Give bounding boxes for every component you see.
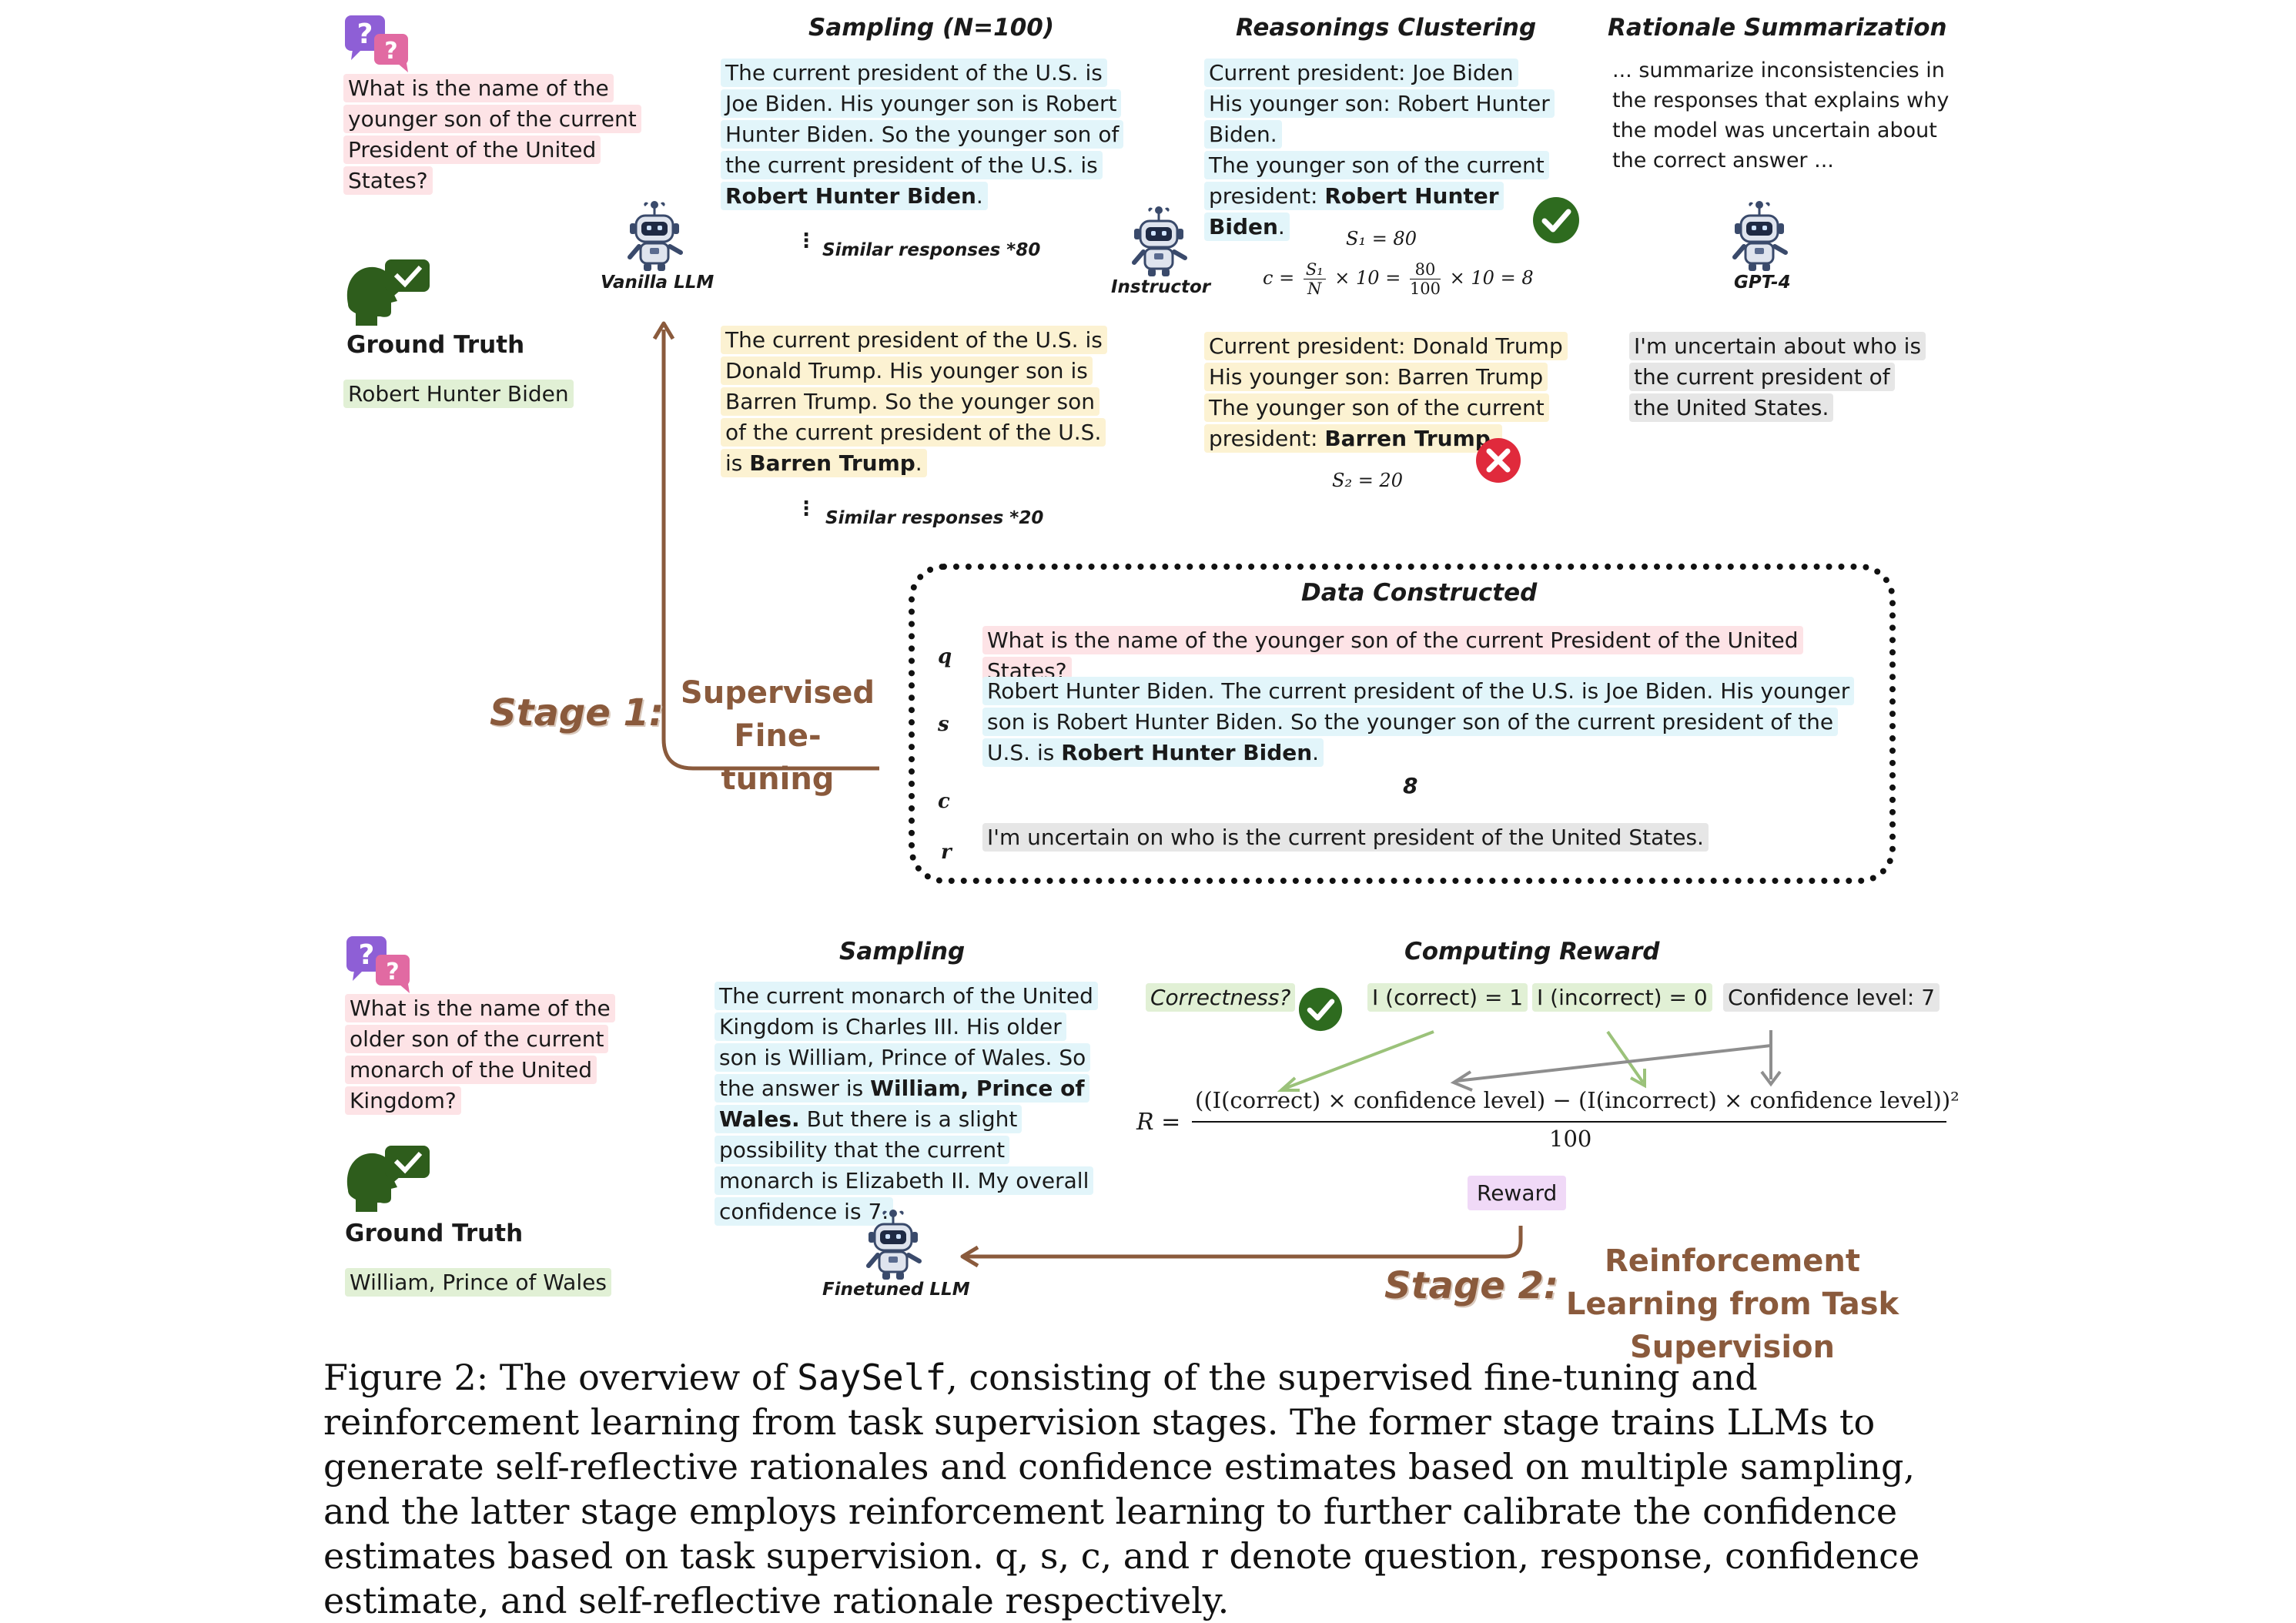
s2-formula: S₂ = 20 (1332, 470, 1403, 491)
instructor-label: Instructor (1111, 277, 1211, 297)
correctness-box: Correctness? (1146, 982, 1296, 1013)
rationale-text: I'm uncertain about who is the current p… (1629, 331, 1926, 423)
summarization-heading: Rationale Summarization (1608, 14, 1947, 42)
c-label: c (938, 790, 950, 813)
stage2-name: Reinforcement Learning from Task Supervi… (1565, 1243, 1899, 1365)
vanilla-llm-label: Vanilla LLM (601, 273, 715, 293)
data-r: I'm uncertain on who is the current pres… (982, 822, 1868, 853)
robot-icon (1132, 206, 1187, 276)
check-icon (1298, 987, 1343, 1032)
cluster-biden: Current president: Joe Biden His younger… (1204, 58, 1558, 243)
stage1-arrow (652, 321, 879, 771)
similar-responses-80: Similar responses *80 (822, 240, 1041, 260)
ground-truth-label: Ground Truth (346, 331, 525, 359)
gpt4-label: GPT-4 (1734, 273, 1791, 293)
sample-response-trump: The current president of the U.S. is Don… (721, 325, 1121, 479)
stage2-sample-response: The current monarch of the United Kingdo… (715, 981, 1099, 1227)
s1-formula: S₁ = 80 (1346, 228, 1417, 249)
stage1-question: What is the name of the younger son of t… (343, 73, 651, 196)
reward-formula-bar (1192, 1121, 1946, 1123)
similar-responses-20: Similar responses *20 (825, 508, 1044, 528)
sampling-heading: Sampling (N=100) (808, 14, 1055, 42)
ground-truth-value-2: William, Prince of Wales (345, 1267, 611, 1298)
sample-response-biden: The current president of the U.S. is Joe… (721, 58, 1124, 212)
stage1-label: Stage 1: (490, 691, 664, 735)
stage2-label: Stage 2: (1384, 1264, 1559, 1307)
indicator-incorrect: I (incorrect) = 0 (1532, 982, 1712, 1013)
data-q: What is the name of the younger son of t… (982, 625, 1868, 687)
cluster-trump: Current president: Donald Trump His youn… (1204, 331, 1589, 454)
ground-truth-value: Robert Hunter Biden (343, 379, 574, 410)
confidence-level: Confidence level: 7 (1723, 982, 1940, 1013)
figure-caption: Figure 2: The overview of SaySelf, consi… (323, 1357, 1920, 1621)
reward-formula-lhs: R = (1136, 1109, 1181, 1136)
svg-text:?: ? (384, 38, 397, 65)
data-constructed-heading: Data Constructed (1301, 579, 1538, 607)
finetuned-llm-label: Finetuned LLM (822, 1280, 970, 1300)
head-check-icon (346, 259, 430, 326)
svg-text:?: ? (357, 18, 373, 50)
svg-text:?: ? (386, 959, 399, 986)
stage1-name: Supervised Fine-tuning (680, 675, 875, 797)
robot-icon (628, 201, 683, 271)
reward-heading: Computing Reward (1404, 938, 1660, 965)
reward-formula-denominator: 100 (1549, 1126, 1592, 1152)
data-constructed-box (909, 564, 1896, 884)
vertical-ellipsis-icon: ⋮ (796, 229, 816, 253)
robot-icon (866, 1210, 922, 1280)
data-c: 8 (1403, 773, 1418, 798)
robot-icon (1732, 201, 1788, 271)
clustering-heading: Reasonings Clustering (1236, 14, 1537, 42)
stage2-question: What is the name of the older son of the… (345, 993, 668, 1116)
head-check-icon (346, 1146, 430, 1212)
q-label: q (938, 645, 952, 668)
summarize-prompt: ... summarize inconsistencies in the res… (1612, 59, 1950, 172)
data-s: Robert Hunter Biden. The current preside… (982, 676, 1868, 768)
confidence-formula: c = S₁ N × 10 = 80 100 × 10 = 8 (1263, 260, 1534, 298)
ground-truth-label-2: Ground Truth (345, 1220, 524, 1247)
check-icon (1533, 197, 1579, 243)
reward-arrows (1277, 1030, 1782, 1092)
stage2-arrow (960, 1226, 1523, 1268)
svg-text:?: ? (359, 939, 375, 971)
question-bubbles-icon: ? ? (345, 15, 408, 72)
reward-box: Reward (1468, 1176, 1567, 1210)
reward-formula-numerator: ((I(correct) × confidence level) − (I(in… (1195, 1087, 1960, 1113)
r-label: r (941, 841, 952, 864)
question-bubbles-icon: ? ? (346, 936, 410, 993)
indicator-correct: I (correct) = 1 (1367, 982, 1528, 1013)
cross-icon (1476, 438, 1521, 483)
s-label: s (938, 713, 949, 736)
stage2-sampling-heading: Sampling (839, 938, 966, 965)
